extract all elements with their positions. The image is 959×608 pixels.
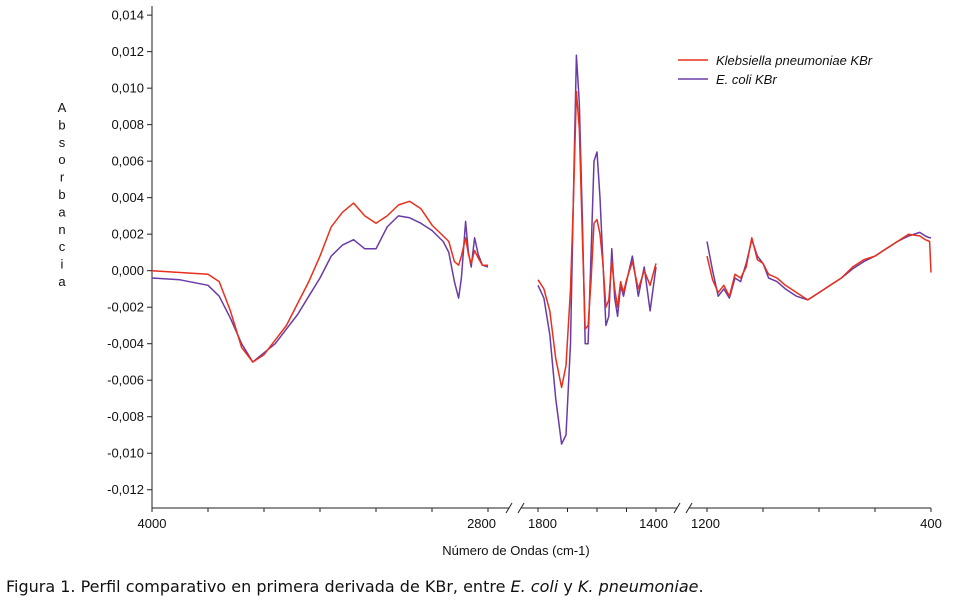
y-tick-label: -0,004 bbox=[107, 336, 144, 351]
axis-break-mark bbox=[673, 502, 693, 514]
y-tick-label: -0,008 bbox=[107, 409, 144, 424]
caption-mid: y bbox=[558, 577, 578, 596]
series-line bbox=[537, 91, 657, 389]
x-axis-title: Número de Ondas (cm-1) bbox=[442, 543, 589, 558]
y-axis-title-char: s bbox=[59, 135, 66, 150]
y-axis-title-char: r bbox=[60, 170, 65, 185]
axis-break-mark bbox=[505, 502, 525, 514]
y-tick-label: 0,006 bbox=[111, 154, 144, 169]
caption-suffix: . bbox=[698, 577, 704, 596]
series-klebsiella-pneumoniae-kbr bbox=[151, 91, 932, 389]
x-tick-label: 400 bbox=[920, 516, 942, 531]
y-axis-title-char: a bbox=[58, 204, 66, 219]
y-axis-title-char: a bbox=[58, 274, 66, 289]
y-tick-label: -0,012 bbox=[107, 482, 144, 497]
y-axis-title-char: b bbox=[58, 117, 65, 132]
figure-caption: Figura 1. Perfil comparativo en primera … bbox=[6, 577, 704, 596]
y-axis-title-char: b bbox=[58, 187, 65, 202]
y-axis-title-char: c bbox=[59, 239, 66, 254]
legend-label: Klebsiella pneumoniae KBr bbox=[716, 53, 873, 68]
y-tick-label: -0,006 bbox=[107, 373, 144, 388]
ftir-derivative-chart: 0,014 0,012 0,010 0,008 0,006 0,004 0,002 0,000… bbox=[58, 6, 942, 558]
x-tick-label: 1800 bbox=[528, 516, 557, 531]
x-tick-label: 1200 bbox=[691, 516, 720, 531]
axes-layer: 0,014 0,012 0,010 0,008 0,006 0,004 0,002 0,000… bbox=[107, 6, 942, 531]
x-tick-label: 1400 bbox=[639, 516, 668, 531]
y-tick-label: 0,004 bbox=[111, 190, 144, 205]
y-tick-label: -0,010 bbox=[107, 446, 144, 461]
y-axis-title-char: i bbox=[61, 257, 64, 272]
y-tick-label: 0,014 bbox=[111, 8, 144, 23]
series-line bbox=[151, 215, 489, 363]
y-axis-title-char: A bbox=[58, 100, 67, 115]
y-tick-label: 0,002 bbox=[111, 227, 144, 242]
series-line bbox=[706, 231, 931, 301]
caption-prefix: Figura 1. Perfil comparativo en primera … bbox=[6, 577, 511, 596]
y-tick-label: 0,008 bbox=[111, 117, 144, 132]
y-axis-title-char: o bbox=[58, 152, 65, 167]
series-line bbox=[706, 233, 932, 301]
caption-species-2: K. pneumoniae bbox=[577, 577, 699, 596]
y-axis-title-char: n bbox=[58, 222, 65, 237]
series-line bbox=[151, 200, 488, 363]
x-tick-label: 2800 bbox=[467, 516, 496, 531]
legend: Klebsiella pneumoniae KBr E. coli KBr bbox=[678, 53, 873, 87]
series-layer bbox=[151, 54, 932, 445]
y-tick-label: -0,002 bbox=[107, 300, 144, 315]
legend-label: E. coli KBr bbox=[716, 72, 777, 87]
caption-species-1: E. coli bbox=[510, 577, 559, 596]
series-e-coli-kbr bbox=[151, 54, 931, 445]
x-tick-label: 4000 bbox=[138, 516, 167, 531]
y-tick-label: 0,000 bbox=[111, 263, 144, 278]
series-line bbox=[537, 54, 657, 445]
y-tick-label: 0,012 bbox=[111, 44, 144, 59]
y-tick-label: 0,010 bbox=[111, 81, 144, 96]
